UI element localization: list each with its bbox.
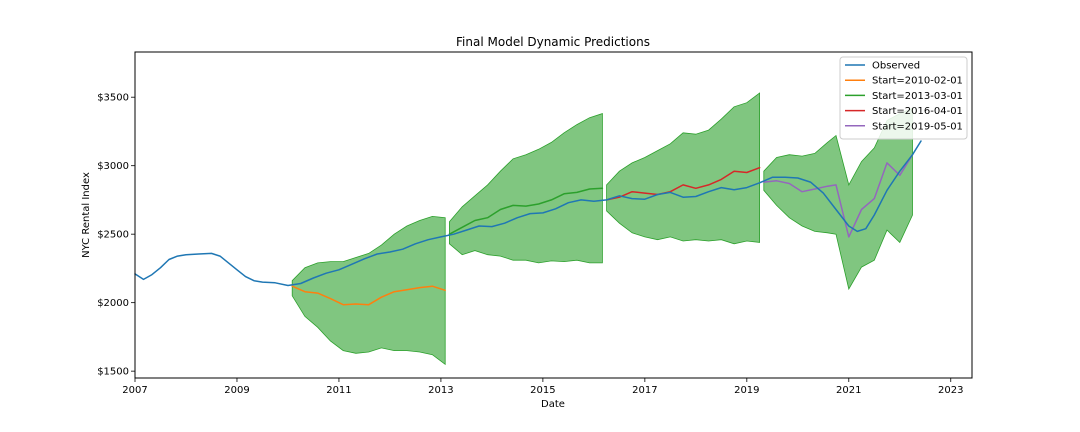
confidence-band-2 xyxy=(448,113,603,264)
x-tick-label: 2019 xyxy=(734,385,759,396)
x-tick-label: 2009 xyxy=(224,385,249,396)
plot-area-frame xyxy=(134,51,973,379)
legend-label: Start=2013-03-01 xyxy=(872,91,963,102)
chart-title: Final Model Dynamic Predictions xyxy=(456,35,650,49)
x-tick-label: 2013 xyxy=(428,385,453,396)
series-line-observed xyxy=(134,140,922,287)
series-line-start-2013-03-01 xyxy=(448,187,604,235)
legend-box xyxy=(839,56,968,140)
confidence-band-4 xyxy=(763,107,913,291)
legend-label: Start=2010-02-01 xyxy=(872,76,963,87)
y-axis-ticks: $1500 $2000 $2500 $3000 $3500 xyxy=(97,93,135,378)
series-lines xyxy=(134,140,922,306)
legend-label: Start=2016-04-01 xyxy=(872,106,963,117)
x-axis-label: Date xyxy=(541,399,565,410)
y-tick-label: $2000 xyxy=(97,298,129,309)
legend-label: Start=2019-05-01 xyxy=(872,121,963,132)
x-tick-label: 2021 xyxy=(836,385,861,396)
confidence-bands xyxy=(291,92,913,366)
x-tick-label: 2023 xyxy=(938,385,963,396)
legend: Observed Start=2010-02-01 Start=2013-03-01… xyxy=(839,56,968,140)
series-line-start-2019-05-01 xyxy=(763,153,914,238)
x-tick-label: 2011 xyxy=(326,385,351,396)
x-tick-label: 2015 xyxy=(530,385,555,396)
y-tick-label: $1500 xyxy=(97,367,129,378)
y-tick-label: $2500 xyxy=(97,230,129,241)
confidence-band-1 xyxy=(291,215,446,366)
x-tick-label: 2007 xyxy=(122,385,147,396)
x-axis-ticks: 2007 2009 2011 2013 2015 2017 2019 2021 2023 xyxy=(122,378,963,396)
y-tick-label: $3000 xyxy=(97,161,129,172)
y-tick-label: $3500 xyxy=(97,93,129,104)
legend-label: Observed xyxy=(872,61,920,72)
series-line-start-2010-02-01 xyxy=(291,285,446,306)
confidence-band-3 xyxy=(606,92,760,245)
y-axis-label: NYC Rental Index xyxy=(81,172,92,258)
series-line-start-2016-04-01 xyxy=(605,166,761,201)
x-tick-label: 2017 xyxy=(632,385,657,396)
